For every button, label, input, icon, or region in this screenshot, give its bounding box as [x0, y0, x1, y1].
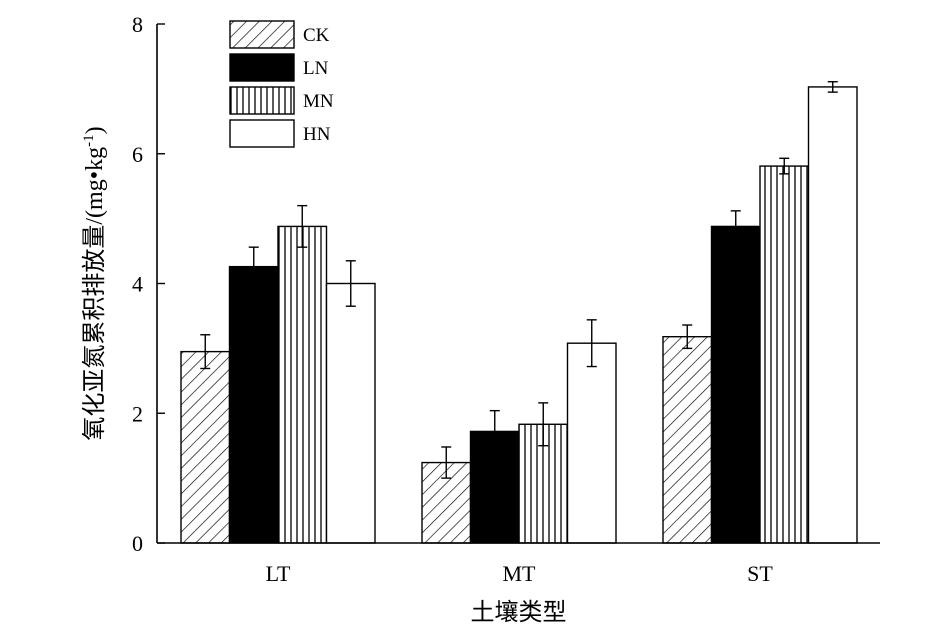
error-bar-ln-lt: [248, 246, 259, 287]
error-bar-hn-st: [827, 81, 838, 93]
x-ticks: LT MT ST: [266, 561, 774, 586]
bar-hn-mt: [566, 342, 617, 544]
legend-label: HN: [303, 124, 331, 145]
error-bar-ln-st: [730, 210, 741, 243]
legend-swatch: [229, 86, 295, 115]
error-bar-hn-mt: [586, 319, 597, 368]
error-bars-layer: [200, 81, 838, 479]
legend-swatch: [229, 20, 295, 49]
y-axis-title-main: 氧化亚氮累积排放量/(mg•kg: [81, 147, 108, 441]
error-bar-mn-lt: [297, 204, 308, 248]
bar-ln-lt: [228, 265, 279, 544]
y-axis-title-superscript: -1: [81, 134, 97, 147]
error-bar-mn-mt: [538, 402, 549, 447]
y-ticks: 0 2 4 6 8: [132, 12, 165, 556]
error-bar-mn-st: [779, 157, 790, 175]
legend-swatch: [229, 119, 295, 148]
legend-item-ln: LN: [229, 53, 329, 82]
y-tick-label: 0: [132, 531, 143, 556]
error-bar-ck-lt: [200, 334, 211, 370]
bars-layer: [180, 86, 858, 544]
legend-item-mn: MN: [229, 86, 334, 115]
x-tick-label-st: ST: [747, 561, 773, 586]
y-tick-label: 2: [132, 401, 143, 426]
bar-hn-st: [807, 86, 858, 544]
bar-mn-st: [759, 165, 810, 544]
x-tick-label-lt: LT: [266, 561, 291, 586]
legend-label: LN: [303, 58, 329, 79]
legend-label: MN: [303, 91, 334, 112]
legend-item-hn: HN: [229, 119, 331, 148]
x-tick-label-mt: MT: [503, 561, 537, 586]
error-bar-ck-mt: [441, 446, 452, 479]
legend: CK LN MN HN: [229, 20, 334, 148]
error-bar-hn-lt: [345, 260, 356, 307]
bar-mn-lt: [277, 225, 328, 544]
y-axis-title: 氧化亚氮累积排放量/(mg•kg-1): [81, 126, 108, 440]
x-axis-title: 土壤类型: [471, 599, 567, 626]
error-bar-ck-st: [682, 324, 693, 350]
legend-item-ck: CK: [229, 20, 330, 49]
bar-hn-lt: [325, 282, 376, 544]
legend-label: CK: [303, 25, 330, 46]
bar-ln-st: [710, 225, 761, 544]
y-tick-label: 6: [132, 142, 143, 167]
y-tick-label: 8: [132, 12, 143, 37]
bar-ck-st: [662, 335, 713, 544]
error-bar-ln-mt: [489, 409, 500, 453]
y-axis-title-close: ): [82, 126, 108, 134]
bar-ck-lt: [180, 350, 231, 544]
y-tick-label: 4: [132, 272, 143, 297]
legend-swatch: [229, 53, 295, 82]
